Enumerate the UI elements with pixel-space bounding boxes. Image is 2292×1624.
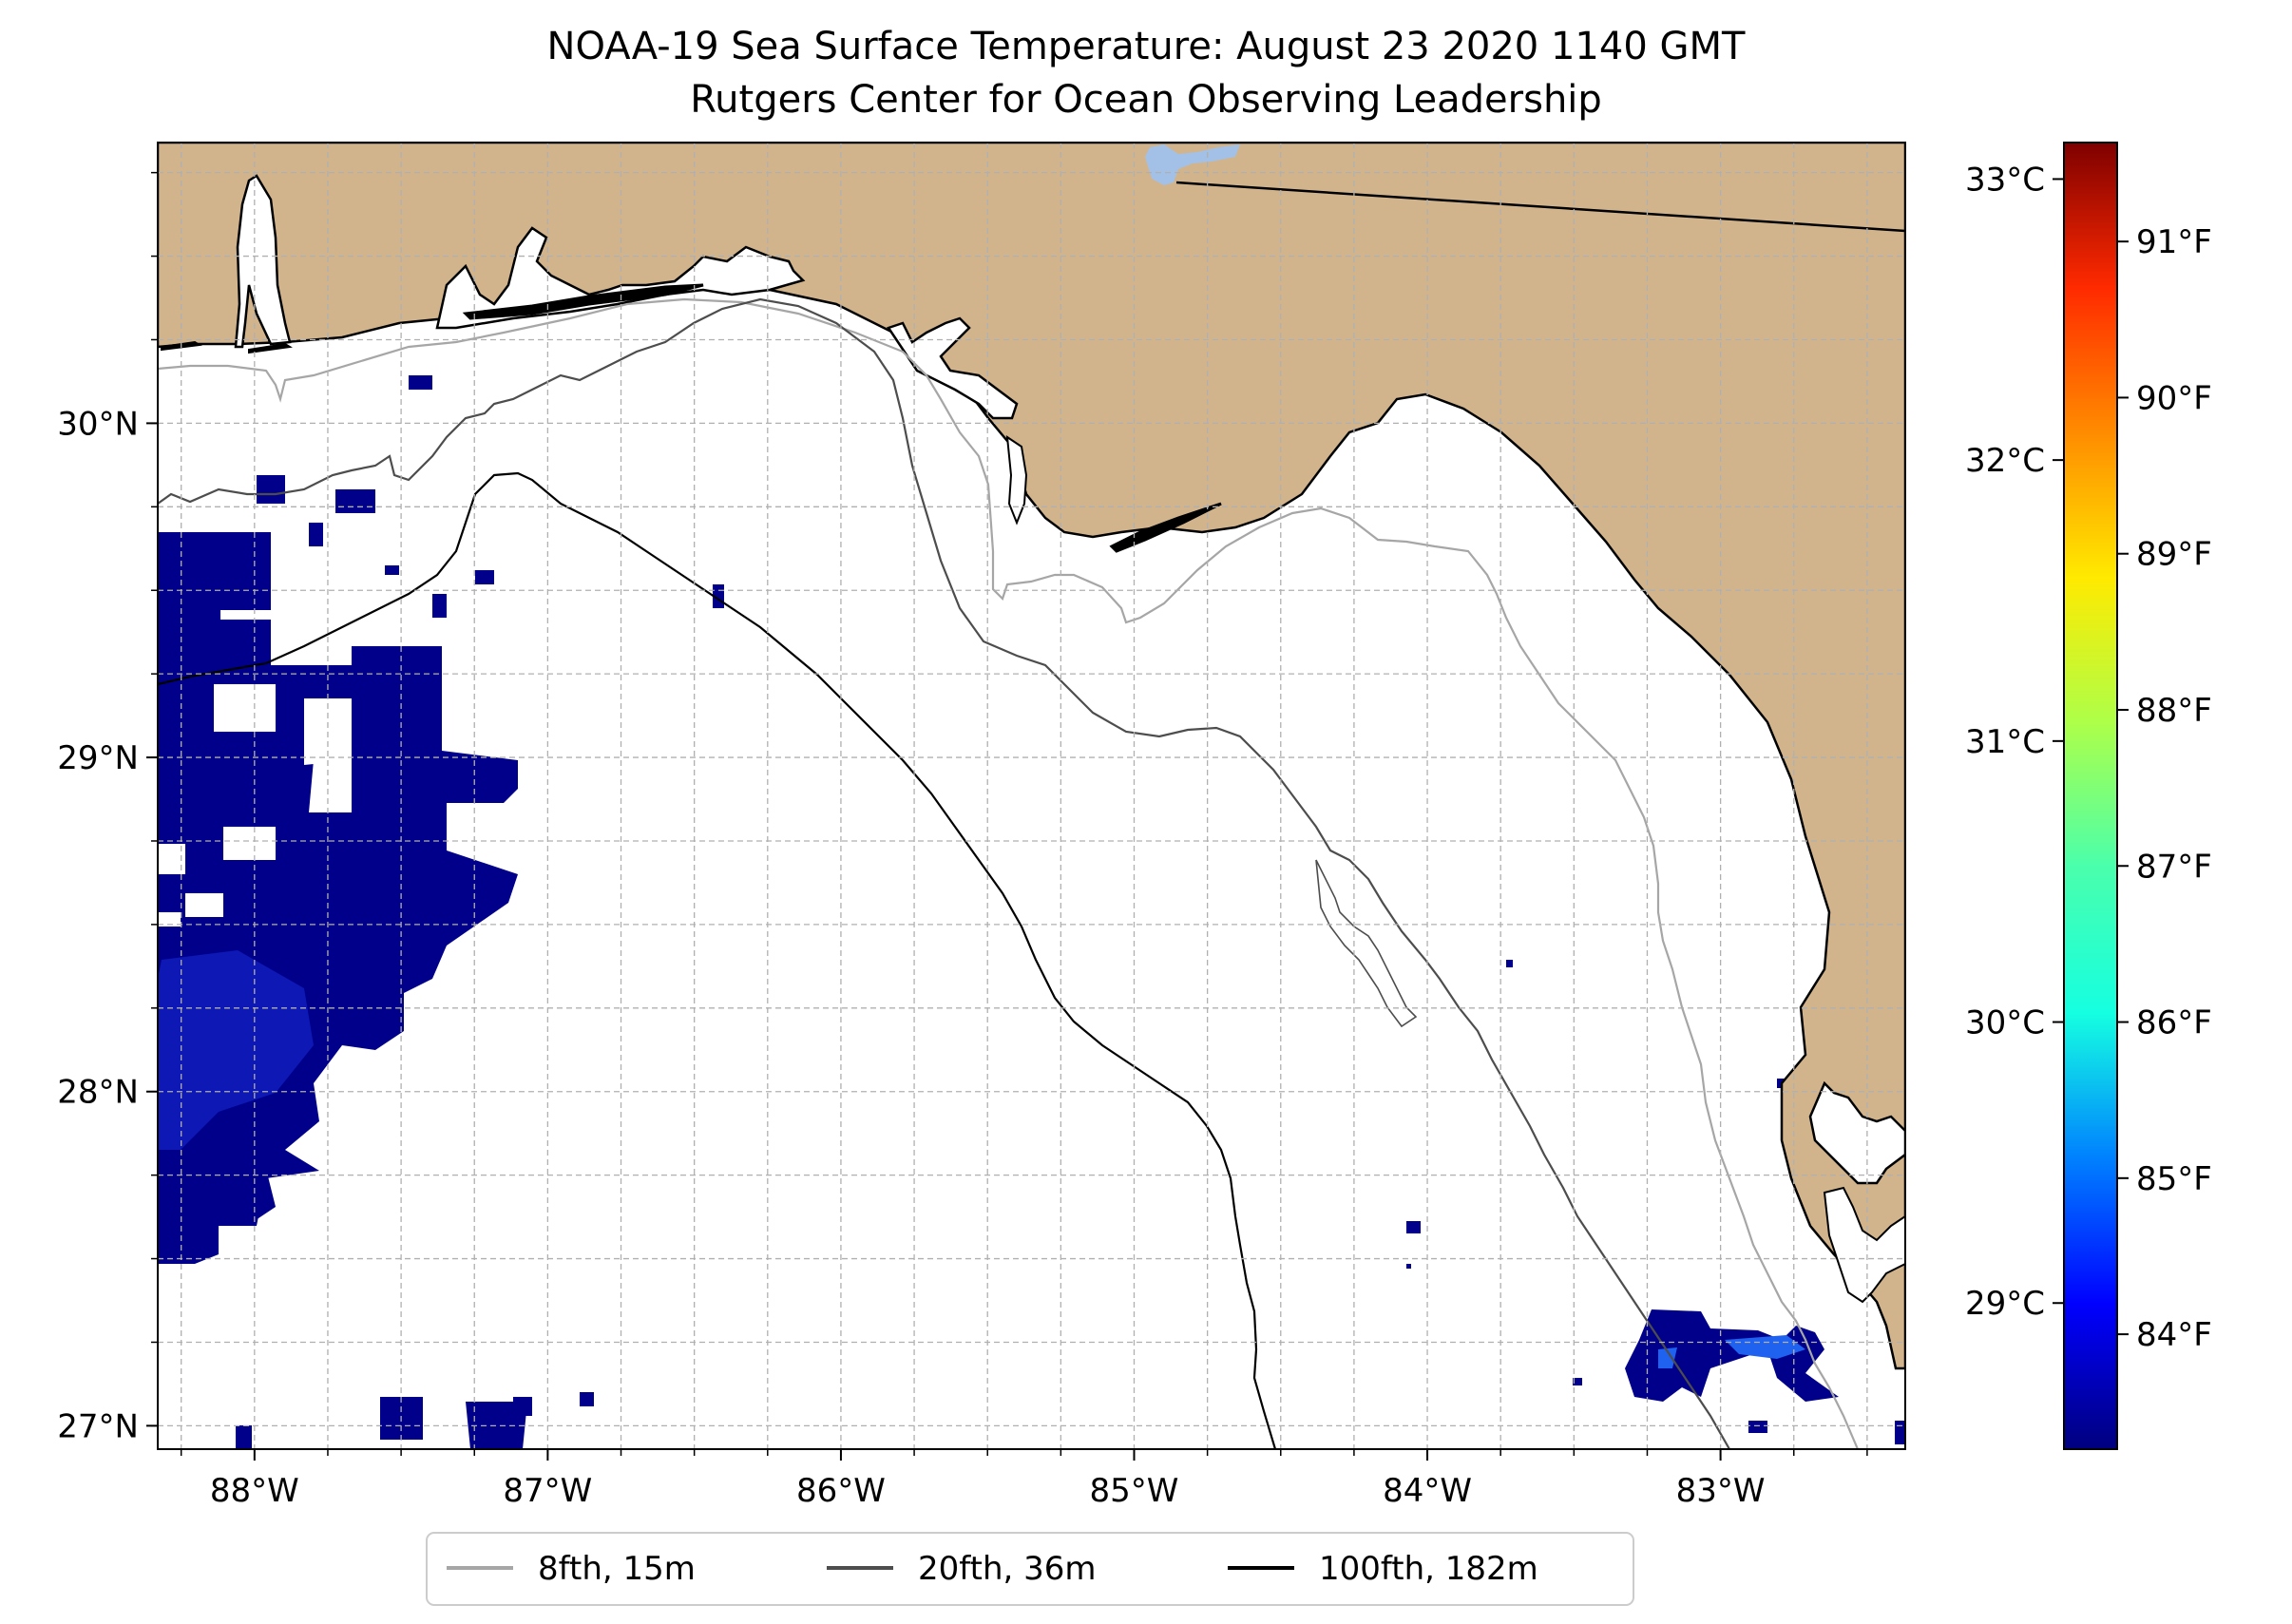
map-frame [157,142,1906,1450]
lake [1145,144,1240,185]
sst-region-southeast-warm [1658,1335,1805,1368]
lat-tick-label: 30°N [57,405,139,443]
sst-gap-1 [214,684,276,732]
colorbar-celsius-axis: 29°C 30°C 31°C 32°C 33°C [1965,161,2064,1323]
longitude-axis: 88°W 87°W 86°W 85°W 84°W 83°W [180,1449,1868,1510]
tampa-bay [1808,1080,1905,1185]
sst-region-southeast [1625,1309,1839,1402]
colorbar-celsius-label: 32°C [1965,442,2045,480]
legend-label: 20fth, 36m [918,1550,1097,1588]
colorbar-fahrenheit-label: 84°F [2136,1316,2212,1354]
sst-gap-5 [158,912,181,927]
isobath-100fth [158,471,1277,1449]
lon-tick-label: 87°W [503,1472,592,1510]
colorbar-celsius-label: 29°C [1965,1285,2045,1323]
colorbar-fahrenheit-label: 88°F [2136,692,2212,730]
sst-speck-1 [236,1397,532,1449]
chart-subtitle: Rutgers Center for Ocean Observing Leade… [690,78,1602,122]
legend-label: 8fth, 15m [538,1550,696,1588]
isobath-20fth [158,297,1730,1449]
legend-box [426,1532,1634,1606]
barrier-island-2 [1109,502,1222,553]
lat-tick-label: 27°N [57,1407,139,1445]
colorbar-fahrenheit-axis: 84°F 85°F 86°F 87°F 88°F 89°F 90°F 91°F [2117,223,2212,1354]
colorbar-fahrenheit-label: 90°F [2136,379,2212,417]
lon-tick-label: 88°W [210,1472,299,1510]
barrier-island-3 [161,340,293,354]
sst-region-west-warm [158,950,314,1150]
lon-tick-label: 83°W [1676,1472,1766,1510]
sst-gap-4 [223,827,276,860]
sst-data-layer [158,375,1905,1449]
legend-label: 100fth, 182m [1319,1550,1538,1588]
mobile-bay [234,174,292,349]
isobath-8fth [158,297,1860,1449]
colorbar-fahrenheit-label: 85°F [2136,1160,2212,1198]
st-joseph-peninsula [1005,434,1028,525]
apalachicola-bay [887,316,1019,420]
lat-tick-label: 28°N [57,1074,139,1112]
sst-gap-6 [185,893,223,917]
barrier-island-1 [462,283,704,320]
legend: 8fth, 15m 20fth, 36m 100fth, 182m [426,1532,1634,1606]
state-border [1175,181,1905,233]
isobath-layer [158,297,1860,1449]
chart-title: NOAA-19 Sea Surface Temperature: August … [546,25,1746,68]
latitude-axis: 27°N 28°N 29°N 30°N [57,171,158,1445]
gridlines [158,143,1905,1449]
colorbar-celsius-label: 33°C [1965,161,2045,199]
lat-tick-label: 29°N [57,739,139,777]
sst-gap-3 [309,760,352,812]
sst-gap-7 [158,844,185,874]
colorbar-fahrenheit-label: 87°F [2136,848,2212,886]
colorbar [2063,142,2118,1450]
colorbar-fahrenheit-label: 91°F [2136,223,2212,261]
pensacola-bay [435,226,806,330]
lon-tick-label: 85°W [1090,1472,1179,1510]
land-layer [158,143,1905,1370]
lon-tick-label: 86°W [796,1472,886,1510]
colorbar-fahrenheit-label: 89°F [2136,536,2212,574]
lon-tick-label: 84°W [1383,1472,1472,1510]
colorbar-fahrenheit-label: 86°F [2136,1004,2212,1042]
tampa-bay-lower [1823,1186,1905,1304]
isobath-20fth-shoal [1315,859,1418,1028]
colorbar-celsius-label: 30°C [1965,1004,2045,1042]
colorbar-celsius-label: 31°C [1965,723,2045,761]
